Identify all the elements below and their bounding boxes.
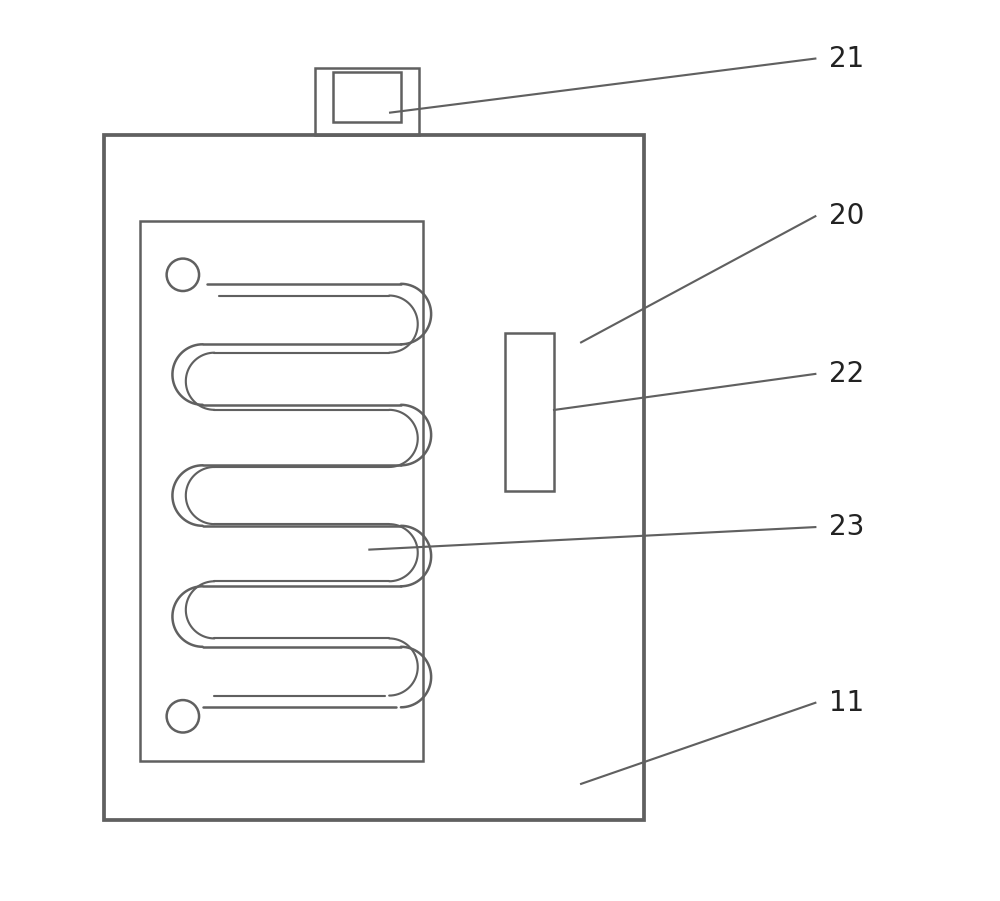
Text: 11: 11 [829,688,864,717]
Text: 20: 20 [829,202,864,231]
Text: 22: 22 [829,359,864,388]
Text: 23: 23 [829,513,864,542]
Text: 21: 21 [829,44,864,73]
